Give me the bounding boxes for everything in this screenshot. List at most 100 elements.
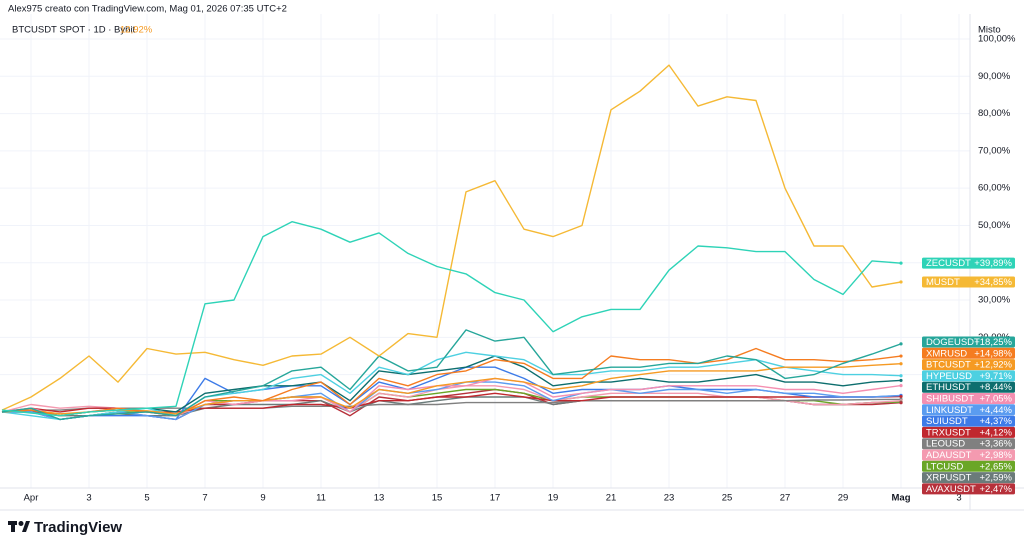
badge-bg (922, 438, 1015, 450)
value-label: +14,98% (974, 348, 1012, 359)
legend-badge: HYPEUSD +9,71% (922, 370, 1015, 382)
legend-name: BTCUSDT (926, 360, 971, 371)
value-label: +4,37% (980, 416, 1013, 427)
last-point (899, 378, 903, 383)
badge-bg (922, 336, 1015, 348)
legend-name: ETHUSDT (926, 382, 971, 393)
series-line (1, 329, 902, 421)
badge-bg (922, 426, 1015, 438)
legend-name: SUIUSDT (926, 416, 968, 427)
value-label: +12,92% (974, 360, 1012, 371)
legend-badge: SUIUSDT +4,37% (922, 415, 1015, 427)
brand-logo: TradingView (8, 519, 122, 536)
legend-badge: ADAUSDT +2,98% (922, 449, 1015, 461)
legend-badge: AVAXUSDT +2,47% (922, 483, 1015, 495)
series-line (1, 221, 902, 417)
legend-name: XMRUSD (926, 348, 967, 359)
badge-bg (922, 359, 1015, 371)
series-line (1, 363, 902, 415)
last-point (899, 280, 903, 284)
legend-badge: XRPUSDT +2,59% (922, 472, 1015, 484)
lines (1, 64, 902, 421)
legend-name: LEOUSD (926, 439, 965, 450)
legend-name: TRXUSDT (926, 427, 971, 438)
last-point (899, 401, 903, 405)
badge-bg (922, 393, 1015, 404)
x-tick-label: 5 (144, 493, 149, 504)
badge-bg (922, 460, 1015, 472)
x-tick-label: 25 (722, 493, 733, 504)
brand: TradingView (34, 519, 122, 536)
x-tick-label: Mag (892, 493, 911, 504)
badge-bg (922, 449, 1015, 461)
badge-bg (922, 483, 1015, 495)
value-label: +4,44% (980, 405, 1013, 416)
x-tick-label: 7 (202, 493, 207, 504)
x-tick-label: 23 (664, 493, 675, 504)
value-label: +4,12% (980, 427, 1013, 438)
legend-badge: BTCUSDT +12,92% (922, 359, 1015, 371)
legend-badge: ETHUSDT +8,44% (922, 381, 1015, 393)
last-point (899, 362, 903, 366)
legend-name: LTCUSD (926, 461, 963, 472)
value-label: +2,98% (980, 450, 1013, 461)
value-label: +7,05% (980, 394, 1013, 405)
badge-bg (922, 404, 1015, 416)
x-tick-label: 13 (374, 493, 385, 504)
badges: ZECUSDT +39,89% MUSDT +34,85% DOGEUSDT+18,25… (899, 257, 1015, 495)
legend-name: SHIBUSDT (926, 394, 974, 405)
legend-badge: MUSDT +34,85% (922, 276, 1015, 288)
x-tick-label: 21 (606, 493, 617, 504)
y-tick-label: 70,00% (978, 145, 1011, 156)
x-tick-label: Apr (24, 493, 39, 504)
y-tick-label: 80,00% (978, 108, 1011, 119)
badge-bg (922, 276, 1015, 288)
badge-bg (922, 472, 1015, 484)
y-tick-label: 100,00% (978, 34, 1016, 45)
value-label: +9,71% (980, 371, 1013, 382)
x-tick-label: 3 (956, 493, 961, 504)
value-label: +18,25% (974, 337, 1012, 348)
scale-mode: Misto (978, 25, 1001, 36)
y-tick-label: 30,00% (978, 295, 1011, 306)
legend-name: XRPUSDT (926, 473, 972, 484)
symbol: BTCUSDT SPOT · 1D · Bybit (12, 25, 136, 36)
credit: Alex975 creato con TradingView.com, Mag … (8, 4, 287, 15)
y-tick-label: 90,00% (978, 71, 1011, 82)
legend-name: ZECUSDT (926, 258, 971, 269)
x-tick-label: 29 (838, 493, 849, 504)
value-label: +2,65% (980, 461, 1013, 472)
x-tick-label: 27 (780, 493, 791, 504)
y-tick-label: 60,00% (978, 183, 1011, 194)
legend-name: AVAXUSDT (926, 484, 976, 495)
x-tick-label: 17 (490, 493, 501, 504)
badge-bg (922, 347, 1015, 359)
legend-badge: LEOUSD +3,36% (922, 438, 1015, 450)
value-label: +34,85% (974, 277, 1012, 288)
value-label: +2,47% (980, 484, 1013, 495)
last-point (899, 374, 903, 378)
x-tick-label: 11 (316, 493, 326, 504)
legend-badge: ZECUSDT +39,89% (922, 257, 1015, 269)
legend-badge: DOGEUSDT+18,25% (922, 336, 1015, 348)
badge-bg (922, 381, 1015, 393)
legend-badge: LINKUSDT +4,44% (922, 404, 1015, 416)
x-tick-label: 3 (86, 493, 91, 504)
x-tick-label: 9 (260, 493, 265, 504)
legend-badge: SHIBUSDT +7,05% (922, 393, 1015, 405)
grid (0, 14, 970, 488)
legend-badge: TRXUSDT +4,12% (922, 426, 1015, 438)
y-tick-label: 50,00% (978, 220, 1011, 231)
series-line (1, 64, 902, 411)
x-tick-label: 19 (548, 493, 559, 504)
badge-bg (922, 257, 1015, 269)
legend-name: ADAUSDT (926, 450, 972, 461)
value-label: +2,59% (980, 473, 1013, 484)
symbol-change: 12,92% (120, 25, 153, 36)
legend-name: LINKUSDT (926, 405, 973, 416)
last-point (899, 354, 903, 358)
legend-name: HYPEUSD (926, 371, 972, 382)
legend-name: MUSDT (926, 277, 960, 288)
